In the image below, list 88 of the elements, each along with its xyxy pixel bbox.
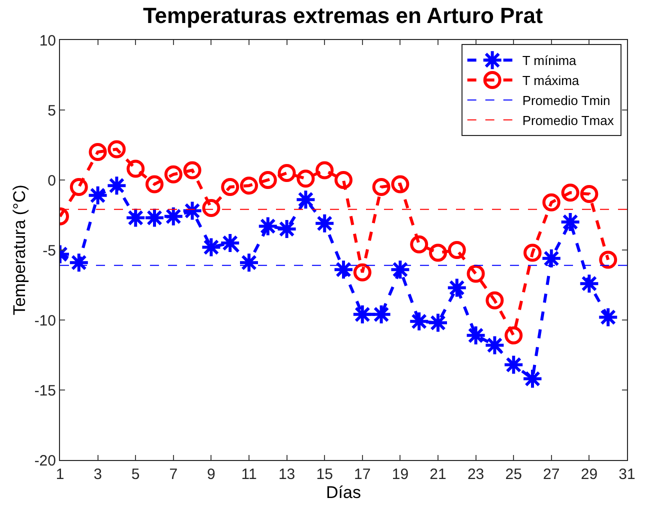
point bbox=[87, 184, 108, 206]
point bbox=[238, 252, 260, 274]
y-tick-label: -20 bbox=[34, 452, 56, 470]
x-tick-label: 15 bbox=[316, 466, 333, 483]
x-tick-label: 19 bbox=[392, 466, 409, 483]
point bbox=[164, 165, 182, 184]
point bbox=[372, 178, 390, 196]
legend-label: T máxima bbox=[522, 73, 580, 88]
point bbox=[486, 291, 504, 310]
x-tick-label: 25 bbox=[505, 466, 522, 483]
point bbox=[316, 161, 334, 180]
y-tick-label: -10 bbox=[34, 312, 56, 330]
point bbox=[221, 178, 240, 196]
y-axis-title: Temperatura (°C) bbox=[10, 184, 29, 316]
x-tick-label: 9 bbox=[207, 466, 216, 483]
point bbox=[68, 252, 90, 274]
point bbox=[106, 175, 128, 196]
y-tick-label: -15 bbox=[34, 382, 56, 400]
point bbox=[108, 140, 126, 158]
point bbox=[125, 207, 146, 228]
point bbox=[240, 176, 258, 195]
point bbox=[144, 207, 165, 228]
point bbox=[598, 306, 619, 328]
point bbox=[448, 241, 466, 259]
legend-label: Promedio Tmax bbox=[522, 112, 614, 128]
x-tick-label: 5 bbox=[131, 466, 140, 483]
point bbox=[220, 232, 241, 254]
point bbox=[278, 164, 296, 182]
y-tick-label: 10 bbox=[39, 32, 56, 50]
point bbox=[334, 171, 352, 189]
point bbox=[183, 161, 202, 180]
point bbox=[599, 250, 618, 269]
point bbox=[126, 160, 145, 178]
legend-label: T mínima bbox=[522, 53, 578, 68]
point bbox=[429, 244, 447, 262]
point bbox=[542, 193, 560, 212]
x-axis-title: Días bbox=[326, 483, 361, 502]
point bbox=[200, 236, 222, 258]
point bbox=[352, 304, 373, 325]
point bbox=[276, 218, 298, 240]
point bbox=[333, 259, 354, 280]
point bbox=[296, 170, 315, 188]
x-tick-label: 21 bbox=[430, 466, 446, 483]
point bbox=[560, 212, 581, 232]
point bbox=[504, 326, 523, 344]
point bbox=[88, 143, 107, 161]
point bbox=[370, 304, 392, 325]
x-tick-label: 23 bbox=[467, 466, 484, 483]
y-tick-label: 0 bbox=[48, 172, 56, 190]
point bbox=[162, 206, 184, 227]
x-tick-label: 27 bbox=[543, 466, 560, 483]
point bbox=[408, 310, 430, 332]
x-tick-label: 13 bbox=[278, 466, 296, 483]
point bbox=[540, 248, 562, 269]
x-tick-label: 11 bbox=[241, 466, 257, 483]
point bbox=[257, 216, 278, 237]
legend-label: Promedio Tmin bbox=[522, 93, 610, 108]
point bbox=[182, 200, 203, 222]
point bbox=[428, 312, 448, 334]
x-tick-label: 3 bbox=[94, 466, 102, 483]
point bbox=[390, 259, 411, 280]
x-tick-label: 17 bbox=[354, 466, 371, 483]
point bbox=[295, 189, 316, 210]
point bbox=[465, 324, 486, 346]
chart-title: Temperaturas extremas en Arturo Prat bbox=[142, 3, 544, 28]
point bbox=[578, 273, 600, 294]
point bbox=[353, 263, 372, 282]
x-tick-label: 1 bbox=[56, 466, 64, 483]
point bbox=[70, 178, 88, 196]
point bbox=[503, 354, 524, 376]
point bbox=[466, 264, 485, 283]
point bbox=[561, 184, 580, 202]
point bbox=[484, 334, 506, 356]
point bbox=[391, 175, 410, 194]
point bbox=[410, 235, 428, 254]
point bbox=[202, 199, 220, 217]
point bbox=[314, 212, 336, 234]
x-tick-label: 29 bbox=[580, 466, 598, 483]
point bbox=[524, 244, 542, 262]
point bbox=[446, 277, 468, 298]
y-tick-label: -5 bbox=[42, 242, 56, 260]
point bbox=[146, 175, 164, 194]
x-tick-label: 31 bbox=[618, 466, 636, 483]
point bbox=[258, 171, 277, 189]
point bbox=[580, 185, 598, 203]
x-tick-label: 7 bbox=[169, 466, 178, 483]
y-tick-label: 5 bbox=[48, 102, 56, 120]
point bbox=[522, 368, 543, 390]
